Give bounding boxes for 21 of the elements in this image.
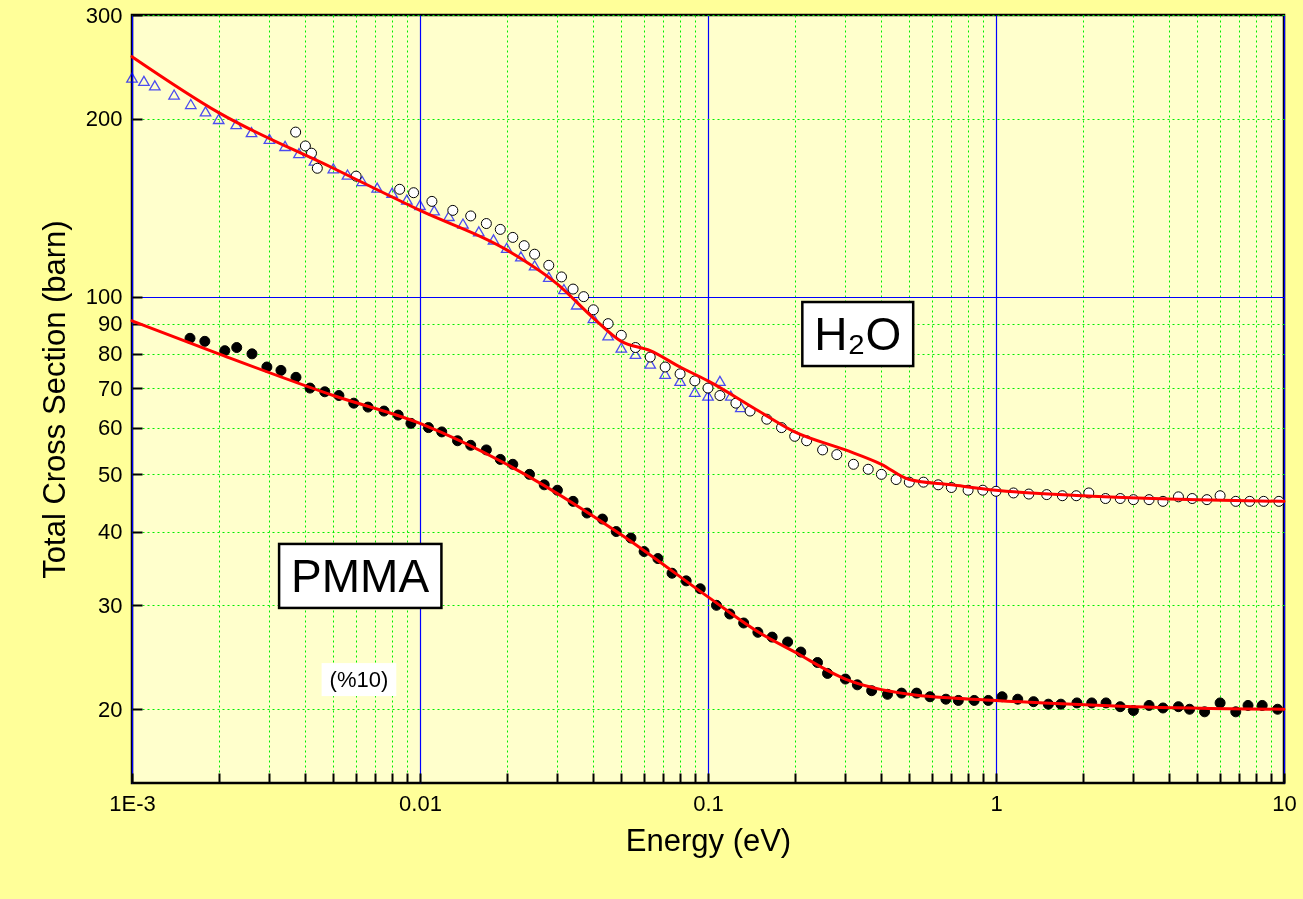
y-axis-title: Total Cross Section (barn) xyxy=(36,220,72,579)
x-axis-title: Energy (eV) xyxy=(625,822,792,858)
y-tick-label: 100 xyxy=(85,284,123,310)
x-tick-label: 0.1 xyxy=(693,790,724,816)
y-tick-label: 60 xyxy=(98,415,123,441)
y-tick-label: 20 xyxy=(98,696,123,722)
y-tick-label: 300 xyxy=(85,2,123,28)
annotation: PMMA xyxy=(291,549,430,602)
y-tick-label: 80 xyxy=(98,341,123,367)
y-tick-label: 50 xyxy=(98,461,123,487)
y-tick-label: 70 xyxy=(98,375,123,401)
x-tick-label: 1 xyxy=(990,790,1003,816)
x-tick-label: 0.01 xyxy=(399,790,442,816)
annotation: H₂O xyxy=(814,308,902,361)
y-tick-label: 90 xyxy=(98,311,123,337)
x-tick-label: 1E-3 xyxy=(109,790,156,816)
y-tick-label: 200 xyxy=(85,106,123,132)
annotation: (%10) xyxy=(329,667,389,693)
y-tick-label: 40 xyxy=(98,519,123,545)
y-tick-label: 30 xyxy=(98,592,123,618)
x-tick-label: 10 xyxy=(1272,790,1297,816)
